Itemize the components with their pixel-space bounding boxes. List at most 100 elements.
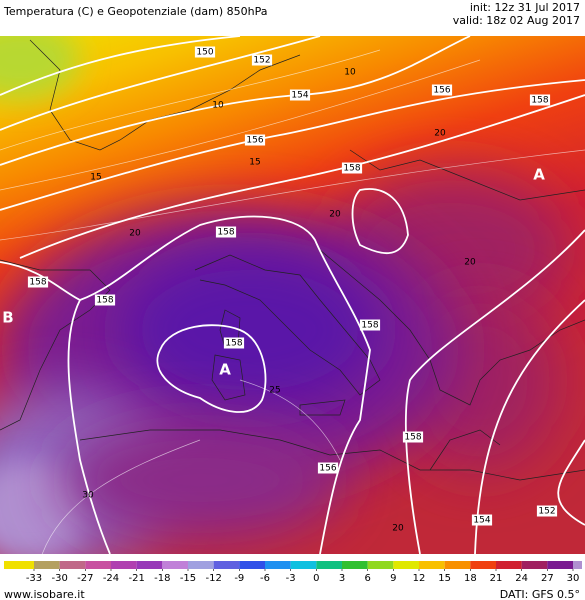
title: Temperatura (C) e Geopotenziale (dam) 85… (3, 5, 267, 18)
colorbar-label: 30 (567, 573, 580, 584)
colorbar-swatch (470, 561, 496, 569)
colorbar-label: 24 (515, 573, 528, 584)
isotherm-label: 30 (82, 491, 94, 501)
colorbar-swatch (188, 561, 214, 569)
isotherm-label: 20 (129, 229, 141, 239)
colorbar-label: -30 (51, 573, 67, 584)
isohypse-label: 156 (433, 86, 450, 96)
isohypse-label: 158 (217, 228, 234, 238)
colorbar-label: 3 (339, 573, 345, 584)
colorbar-swatch (213, 561, 240, 569)
colorbar-label: 9 (390, 573, 396, 584)
isotherm-label: 15 (90, 173, 101, 183)
isohypse-label: 152 (538, 507, 555, 517)
colorbar-label: -12 (205, 573, 221, 584)
isohypse-label: 158 (96, 296, 113, 306)
isohypse-label-bg (529, 94, 551, 106)
colorbar-label: -27 (77, 573, 93, 584)
isohypse-label-bg (536, 505, 558, 517)
colorbar-label: -3 (286, 573, 296, 584)
pressure-center: B (2, 309, 13, 327)
isohypse-label-bg (289, 89, 311, 101)
colorbar-label: 27 (541, 573, 554, 584)
isotherm-label: 20 (392, 524, 404, 534)
isohypse-label: 156 (319, 464, 336, 474)
colorbar: -33 -30 -27 -24 -21 -18 -15 -12 -9 -6 -3 0 3 6 9 12 15 18… (4, 561, 582, 584)
colorbar-swatch (419, 561, 445, 569)
colorbar-swatch (521, 561, 548, 569)
isohypse-label-bg (251, 54, 273, 66)
isohypse-label-bg (317, 462, 339, 474)
isotherm-label: 20 (464, 258, 476, 268)
source: www.isobare.it (4, 588, 85, 600)
contour-labels: 150 152 154 156 156 158 158 158 158 158 158 158 156 1… (2, 46, 558, 534)
colorbar-label: -18 (154, 573, 170, 584)
isohypse-label-bg (223, 337, 245, 349)
isohypse-label: 158 (29, 278, 46, 288)
isohypse-label: 152 (253, 56, 270, 66)
isohypses (0, 36, 585, 554)
colorbar-swatch (111, 561, 137, 569)
isohypse-label: 158 (361, 321, 378, 331)
isohypse-label: 154 (473, 516, 490, 526)
colorbar-swatch (342, 561, 368, 569)
isohypse-label-bg (194, 46, 216, 58)
colorbar-label: 18 (464, 573, 477, 584)
isohypse-label-bg (244, 134, 266, 146)
colorbar-label: 12 (413, 573, 426, 584)
isohypse-label-bg (402, 431, 424, 443)
isohypse-label: 156 (246, 136, 263, 146)
colorbar-label: -9 (234, 573, 244, 584)
pressure-center: A (219, 361, 231, 379)
init-time: init: 12z 31 Jul 2017 (470, 1, 580, 14)
isotherm-label: 10 (344, 68, 356, 78)
colorbar-swatch (162, 561, 188, 569)
isotherm-label: 20 (329, 210, 341, 220)
colorbar-label: 15 (438, 573, 451, 584)
isohypse-label-bg (359, 319, 381, 331)
colorbar-label: -21 (128, 573, 144, 584)
colorbar-label: -15 (180, 573, 196, 584)
isohypse-label-bg (215, 226, 237, 238)
colorbar-swatch (34, 561, 60, 569)
isohypse-label-bg (94, 294, 116, 306)
isotherm-label: 20 (434, 129, 446, 139)
isohypse-label: 158 (404, 433, 421, 443)
hot-area (60, 420, 340, 540)
colorbar-swatch (239, 561, 265, 569)
colorbar-swatch (444, 561, 471, 569)
isohypse-label: 154 (291, 91, 308, 101)
isohypse-label: 150 (196, 48, 213, 58)
pressure-center: A (533, 166, 545, 184)
colorbar-label: 0 (313, 573, 319, 584)
colorbar-swatch (573, 561, 582, 569)
coastlines (0, 39, 585, 481)
colorbar-label: -33 (26, 573, 42, 584)
colorbar-label: 21 (490, 573, 503, 584)
colorbar-swatch (4, 561, 34, 569)
colorbar-swatch (136, 561, 163, 569)
colorbar-swatch (290, 561, 317, 569)
data-source: DATI: GFS 0.5° (500, 588, 580, 600)
colorbar-swatch (316, 561, 342, 569)
cool-area (0, 36, 80, 100)
isotherm-label: 15 (249, 158, 260, 168)
isotherm-label: 25 (269, 386, 280, 396)
colorbar-swatch (547, 561, 573, 569)
isohypse-label-bg (431, 84, 453, 96)
colorbar-swatch (85, 561, 111, 569)
colorbar-swatch (393, 561, 419, 569)
isohypse-label-bg (341, 162, 363, 174)
hot-area (120, 250, 380, 410)
colorbar-swatch (59, 561, 86, 569)
isohypse-label: 158 (225, 339, 242, 349)
valid-time: valid: 18z 02 Aug 2017 (453, 14, 580, 27)
isohypse-label: 158 (343, 164, 360, 174)
isohypse-label-bg (471, 514, 493, 526)
colorbar-swatch (367, 561, 394, 569)
colorbar-swatch (265, 561, 291, 569)
colorbar-label: -6 (260, 573, 270, 584)
isotherm-label: 10 (212, 101, 224, 111)
